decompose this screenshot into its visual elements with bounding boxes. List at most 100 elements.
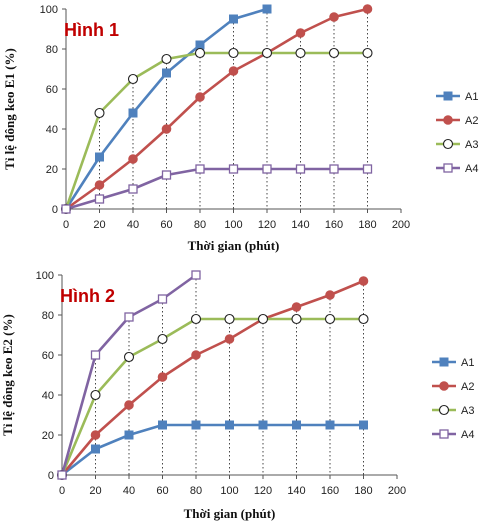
data-point-a3: [324, 313, 336, 325]
data-point-a1: [162, 68, 171, 78]
x-tick-label: 140: [287, 485, 305, 497]
data-point-a3: [291, 313, 302, 325]
data-point-a1: [191, 420, 201, 430]
data-point-a2: [228, 66, 239, 76]
data-point-a3: [190, 313, 202, 325]
legend-label-a2: A2: [461, 381, 474, 393]
legend-label-a3: A3: [461, 405, 474, 417]
data-point-a3: [157, 333, 168, 345]
data-point-a2: [161, 124, 172, 134]
y-tick-label: 60: [46, 84, 58, 96]
data-point-a3: [261, 47, 273, 59]
x-tick-label: 140: [291, 219, 309, 231]
x-tick-label: 40: [127, 219, 139, 231]
data-point-a4: [90, 350, 101, 360]
y-tick-label: 40: [46, 124, 58, 136]
y-tick-label: 80: [42, 310, 54, 322]
data-point-a1: [95, 152, 104, 162]
data-point-a1: [262, 4, 272, 14]
x-tick-label: 180: [358, 219, 376, 231]
x-axis-title: Thời gian (phút): [188, 238, 280, 253]
data-point-a2: [295, 28, 306, 38]
data-point-a2: [124, 400, 134, 410]
chart-title: Hình 2: [60, 286, 115, 306]
data-point-a2: [329, 12, 339, 22]
chart-panel-2: 0 20 40 60 80 100 0 20 40 60 80 100 120 140 160 180 200 H…: [0, 270, 474, 521]
x-tick-label: 80: [194, 219, 206, 231]
data-point-a1: [359, 420, 368, 430]
x-tick-label: 80: [190, 485, 202, 497]
y-tick-label: 0: [48, 470, 54, 482]
data-point-a4: [191, 270, 201, 280]
x-tick-label: 160: [325, 219, 343, 231]
data-point-a4: [362, 164, 373, 174]
x-tick-label: 120: [258, 219, 276, 231]
data-point-a4: [262, 164, 272, 174]
data-point-a3: [94, 107, 105, 119]
data-point-a3: [90, 389, 101, 401]
data-point-a4: [329, 164, 339, 174]
legend-marker-a4: [443, 163, 453, 173]
legend-marker-a2: [443, 115, 453, 125]
legend: A1 A2 A3 A4: [436, 91, 478, 175]
y-axis-title: Tỉ lệ đông keo E1 (%): [2, 48, 17, 170]
x-tick-label: 200: [388, 485, 406, 497]
data-point-a2: [90, 430, 101, 440]
x-tick-label: 20: [89, 485, 101, 497]
data-point-a2: [362, 4, 373, 14]
data-point-a1: [258, 420, 268, 430]
data-point-a1: [91, 444, 100, 454]
data-point-a4: [124, 312, 134, 322]
x-tick-label: 160: [321, 485, 339, 497]
legend-marker-a1: [439, 357, 449, 367]
data-point-a2: [358, 276, 369, 286]
y-tick-label: 100: [40, 4, 58, 16]
data-point-a4: [128, 184, 138, 194]
x-tick-label: 0: [63, 219, 69, 231]
legend-marker-a2: [439, 381, 449, 391]
y-tick-label: 80: [46, 44, 58, 56]
series-line-a1: [60, 423, 365, 477]
y-axis-title: Tỉ lệ đông keo E2 (%): [0, 314, 15, 436]
legend-marker-a4: [439, 429, 449, 439]
data-point-a4: [228, 164, 239, 174]
legend-marker-a3: [442, 138, 454, 150]
x-tick-label: 40: [123, 485, 135, 497]
y-tick-label: 20: [42, 430, 54, 442]
x-tick-label: 0: [59, 485, 65, 497]
x-tick-label: 20: [93, 219, 105, 231]
legend-marker-a3: [438, 404, 450, 416]
data-point-a1: [195, 40, 205, 50]
y-tick-label: 60: [42, 350, 54, 362]
data-point-a3: [358, 313, 369, 325]
data-point-a2: [195, 92, 205, 102]
series-line-a4: [64, 167, 369, 211]
data-point-a2: [128, 154, 138, 164]
data-point-a3: [161, 53, 172, 65]
series-line-a3: [64, 51, 369, 211]
x-axis-title: Thời gian (phút): [184, 506, 276, 521]
series-line-a2: [64, 7, 369, 211]
x-tick-label: 200: [392, 219, 410, 231]
data-point-a1: [292, 420, 301, 430]
x-tick-label: 100: [224, 219, 242, 231]
x-tick-label: 180: [354, 485, 372, 497]
y-tick-label: 20: [46, 164, 58, 176]
y-tick-label: 100: [36, 270, 54, 282]
data-point-a2: [94, 180, 105, 190]
data-point-a3: [295, 47, 306, 59]
data-point-a3: [362, 47, 373, 59]
data-point-a3: [123, 351, 135, 363]
data-point-a4: [157, 294, 168, 304]
data-point-a3: [228, 47, 239, 59]
x-tick-label: 60: [156, 485, 168, 497]
x-tick-label: 100: [220, 485, 238, 497]
data-point-a2: [291, 302, 302, 312]
data-point-a2: [224, 334, 235, 344]
legend-label-a3: A3: [465, 139, 478, 151]
data-point-a4: [195, 164, 205, 174]
data-point-a4: [161, 170, 172, 180]
chart-panel-1: 0 20 40 60 80 100 0 20 40 60 80 100 120 140 160 180 200 H…: [2, 4, 478, 253]
x-tick-label: 120: [254, 485, 272, 497]
